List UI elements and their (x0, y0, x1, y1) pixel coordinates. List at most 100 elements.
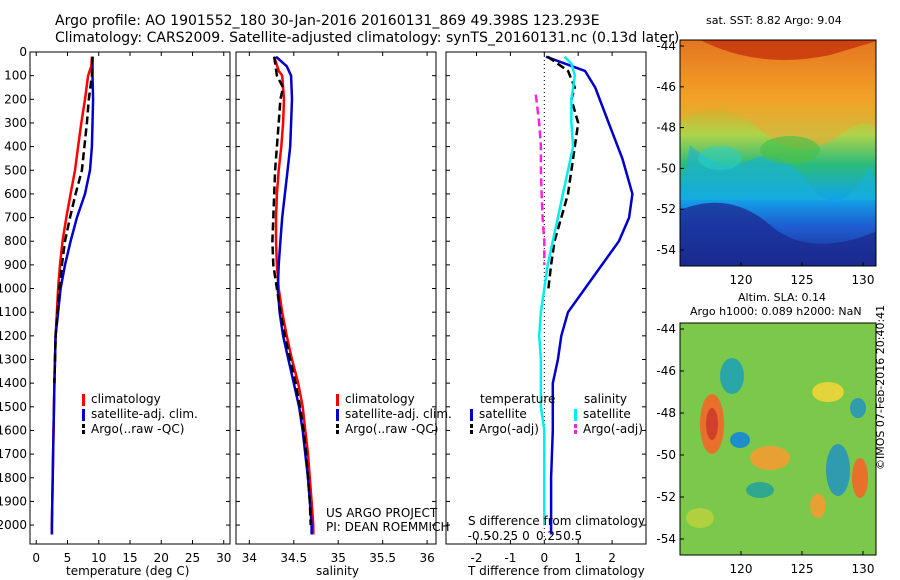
legend-header-temperature: temperature (480, 392, 556, 406)
legend-s-satellite: satellite (583, 407, 631, 421)
depth-tick-label: 1900 (0, 494, 27, 508)
sla-map-title-2: Argo h1000: 0.089 h2000: NaN (690, 305, 862, 318)
s-diff-tick-label: -0.5 (468, 529, 491, 543)
x-tick-label: 35 (331, 551, 346, 565)
depth-tick-label: 100 (4, 69, 27, 83)
x-tick-label: -1 (504, 551, 516, 565)
difference-axes (445, 51, 647, 545)
legend-satellite: satellite-adj. clim. (345, 407, 452, 421)
map-x-tick-label: 120 (730, 562, 753, 576)
temperature-xlabel: temperature (deg C) (66, 564, 190, 578)
series-line (53, 56, 94, 384)
title-line-2: Climatology: CARS2009. Satellite-adjuste… (55, 30, 680, 46)
sst-map (679, 39, 877, 267)
x-tick-label: 34.5 (280, 551, 307, 565)
salinity-axes (235, 51, 437, 545)
depth-tick-label: 200 (4, 92, 27, 106)
depth-tick-label: 1700 (0, 447, 27, 461)
depth-tick-label: 1600 (0, 423, 27, 437)
map-y-tick-label: -46 (656, 364, 676, 378)
salinity-legend: climatology satellite-adj. clim. Argo(..… (336, 392, 452, 437)
x-tick-label: 25 (185, 551, 200, 565)
depth-tick-label: 600 (4, 187, 27, 201)
depth-tick-label: 300 (4, 116, 27, 130)
diff-temp-legend: temperature satellite Argo(-adj) (470, 392, 555, 437)
depth-tick-label: 1500 (0, 400, 27, 414)
series-line (50, 56, 95, 535)
legend-argo: Argo(..raw -QC) (345, 422, 439, 436)
map-x-tick-label: 120 (730, 273, 753, 287)
x-tick-label: -2 (471, 551, 483, 565)
legend-t-argo: Argo(-adj) (479, 422, 539, 436)
legend-climatology: climatology (91, 392, 161, 406)
x-tick-label: 1 (574, 551, 582, 565)
salinity-xlabel: salinity (316, 564, 360, 578)
depth-tick-label: 0 (19, 45, 27, 59)
legend-satellite: satellite-adj. clim. (91, 407, 198, 421)
x-tick-label: 2 (608, 551, 616, 565)
map-x-tick-label: 130 (852, 273, 875, 287)
map-y-tick-label: -48 (656, 406, 676, 420)
x-tick-label: 10 (91, 551, 106, 565)
depth-tick-label: 1000 (0, 282, 27, 296)
title-line-1: Argo profile: AO 1901552_180 30-Jan-2016… (55, 13, 600, 29)
sla-map-title-1: Altim. SLA: 0.14 (738, 291, 827, 304)
temperature-legend: climatology satellite-adj. clim. Argo(..… (82, 392, 198, 437)
x-tick-label: 34 (242, 551, 257, 565)
depth-tick-label: 1800 (0, 471, 27, 485)
x-tick-label: 20 (154, 551, 169, 565)
legend-t-satellite: satellite (479, 407, 527, 421)
map-y-tick-label: -50 (656, 448, 676, 462)
depth-tick-label: 500 (4, 163, 27, 177)
map-y-tick-label: -48 (656, 121, 676, 135)
series-line (271, 56, 312, 526)
depth-tick-label: 1400 (0, 376, 27, 390)
depth-tick-label: 800 (4, 234, 27, 248)
map-y-tick-label: -52 (656, 490, 676, 504)
s-diff-tick-label: 0.5 (563, 529, 582, 543)
s-diff-xlabel: S difference from climatology (468, 514, 645, 528)
depth-tick-label: 1200 (0, 329, 27, 343)
s-diff-tick-label: 0.25 (536, 529, 563, 543)
depth-tick-label: 2000 (0, 518, 27, 532)
s-diff-tick-label: 0 (522, 529, 530, 543)
pi-note: PI: DEAN ROEMMICH (326, 520, 450, 534)
depth-tick-label: 700 (4, 211, 27, 225)
map-y-tick-label: -50 (656, 161, 676, 175)
legend-header-salinity: salinity (584, 392, 628, 406)
s-diff-tick-label: -0.25 (487, 529, 518, 543)
legend-s-argo: Argo(-adj) (583, 422, 643, 436)
credit-stamp: ©IMOS 07-Feb-2016 20:40:41 (874, 304, 887, 470)
depth-tick-label: 1100 (0, 305, 27, 319)
x-tick-label: 0 (32, 551, 40, 565)
map-y-tick-label: -54 (656, 243, 676, 257)
x-tick-label: 15 (122, 551, 137, 565)
depth-tick-label: 400 (4, 140, 27, 154)
x-tick-label: 5 (64, 551, 72, 565)
map-y-tick-label: -54 (656, 532, 676, 546)
legend-climatology: climatology (345, 392, 415, 406)
map-x-tick-label: 125 (791, 273, 814, 287)
depth-tick-label: 1300 (0, 353, 27, 367)
x-tick-label: 30 (216, 551, 231, 565)
legend-argo: Argo(..raw -QC) (91, 422, 185, 436)
series-line (534, 94, 546, 265)
x-tick-label: 35.5 (369, 551, 396, 565)
diff-sal-legend: salinity satellite Argo(-adj) (574, 392, 643, 437)
map-y-tick-label: -44 (656, 322, 676, 336)
map-y-tick-label: -44 (656, 39, 676, 53)
t-diff-xlabel: T difference from climatology (468, 564, 645, 578)
depth-tick-label: 900 (4, 258, 27, 272)
map-x-tick-label: 130 (852, 562, 875, 576)
series-line (545, 55, 634, 535)
map-y-tick-label: -52 (656, 202, 676, 216)
sst-map-title: sat. SST: 8.82 Argo: 9.04 (706, 14, 842, 27)
map-y-tick-label: -46 (656, 80, 676, 94)
x-tick-label: 0 (540, 551, 548, 565)
project-note: US ARGO PROJECT (326, 506, 438, 520)
sla-map (679, 322, 877, 556)
x-tick-label: 36 (419, 551, 434, 565)
series-line (537, 55, 577, 526)
map-x-tick-label: 125 (791, 562, 814, 576)
